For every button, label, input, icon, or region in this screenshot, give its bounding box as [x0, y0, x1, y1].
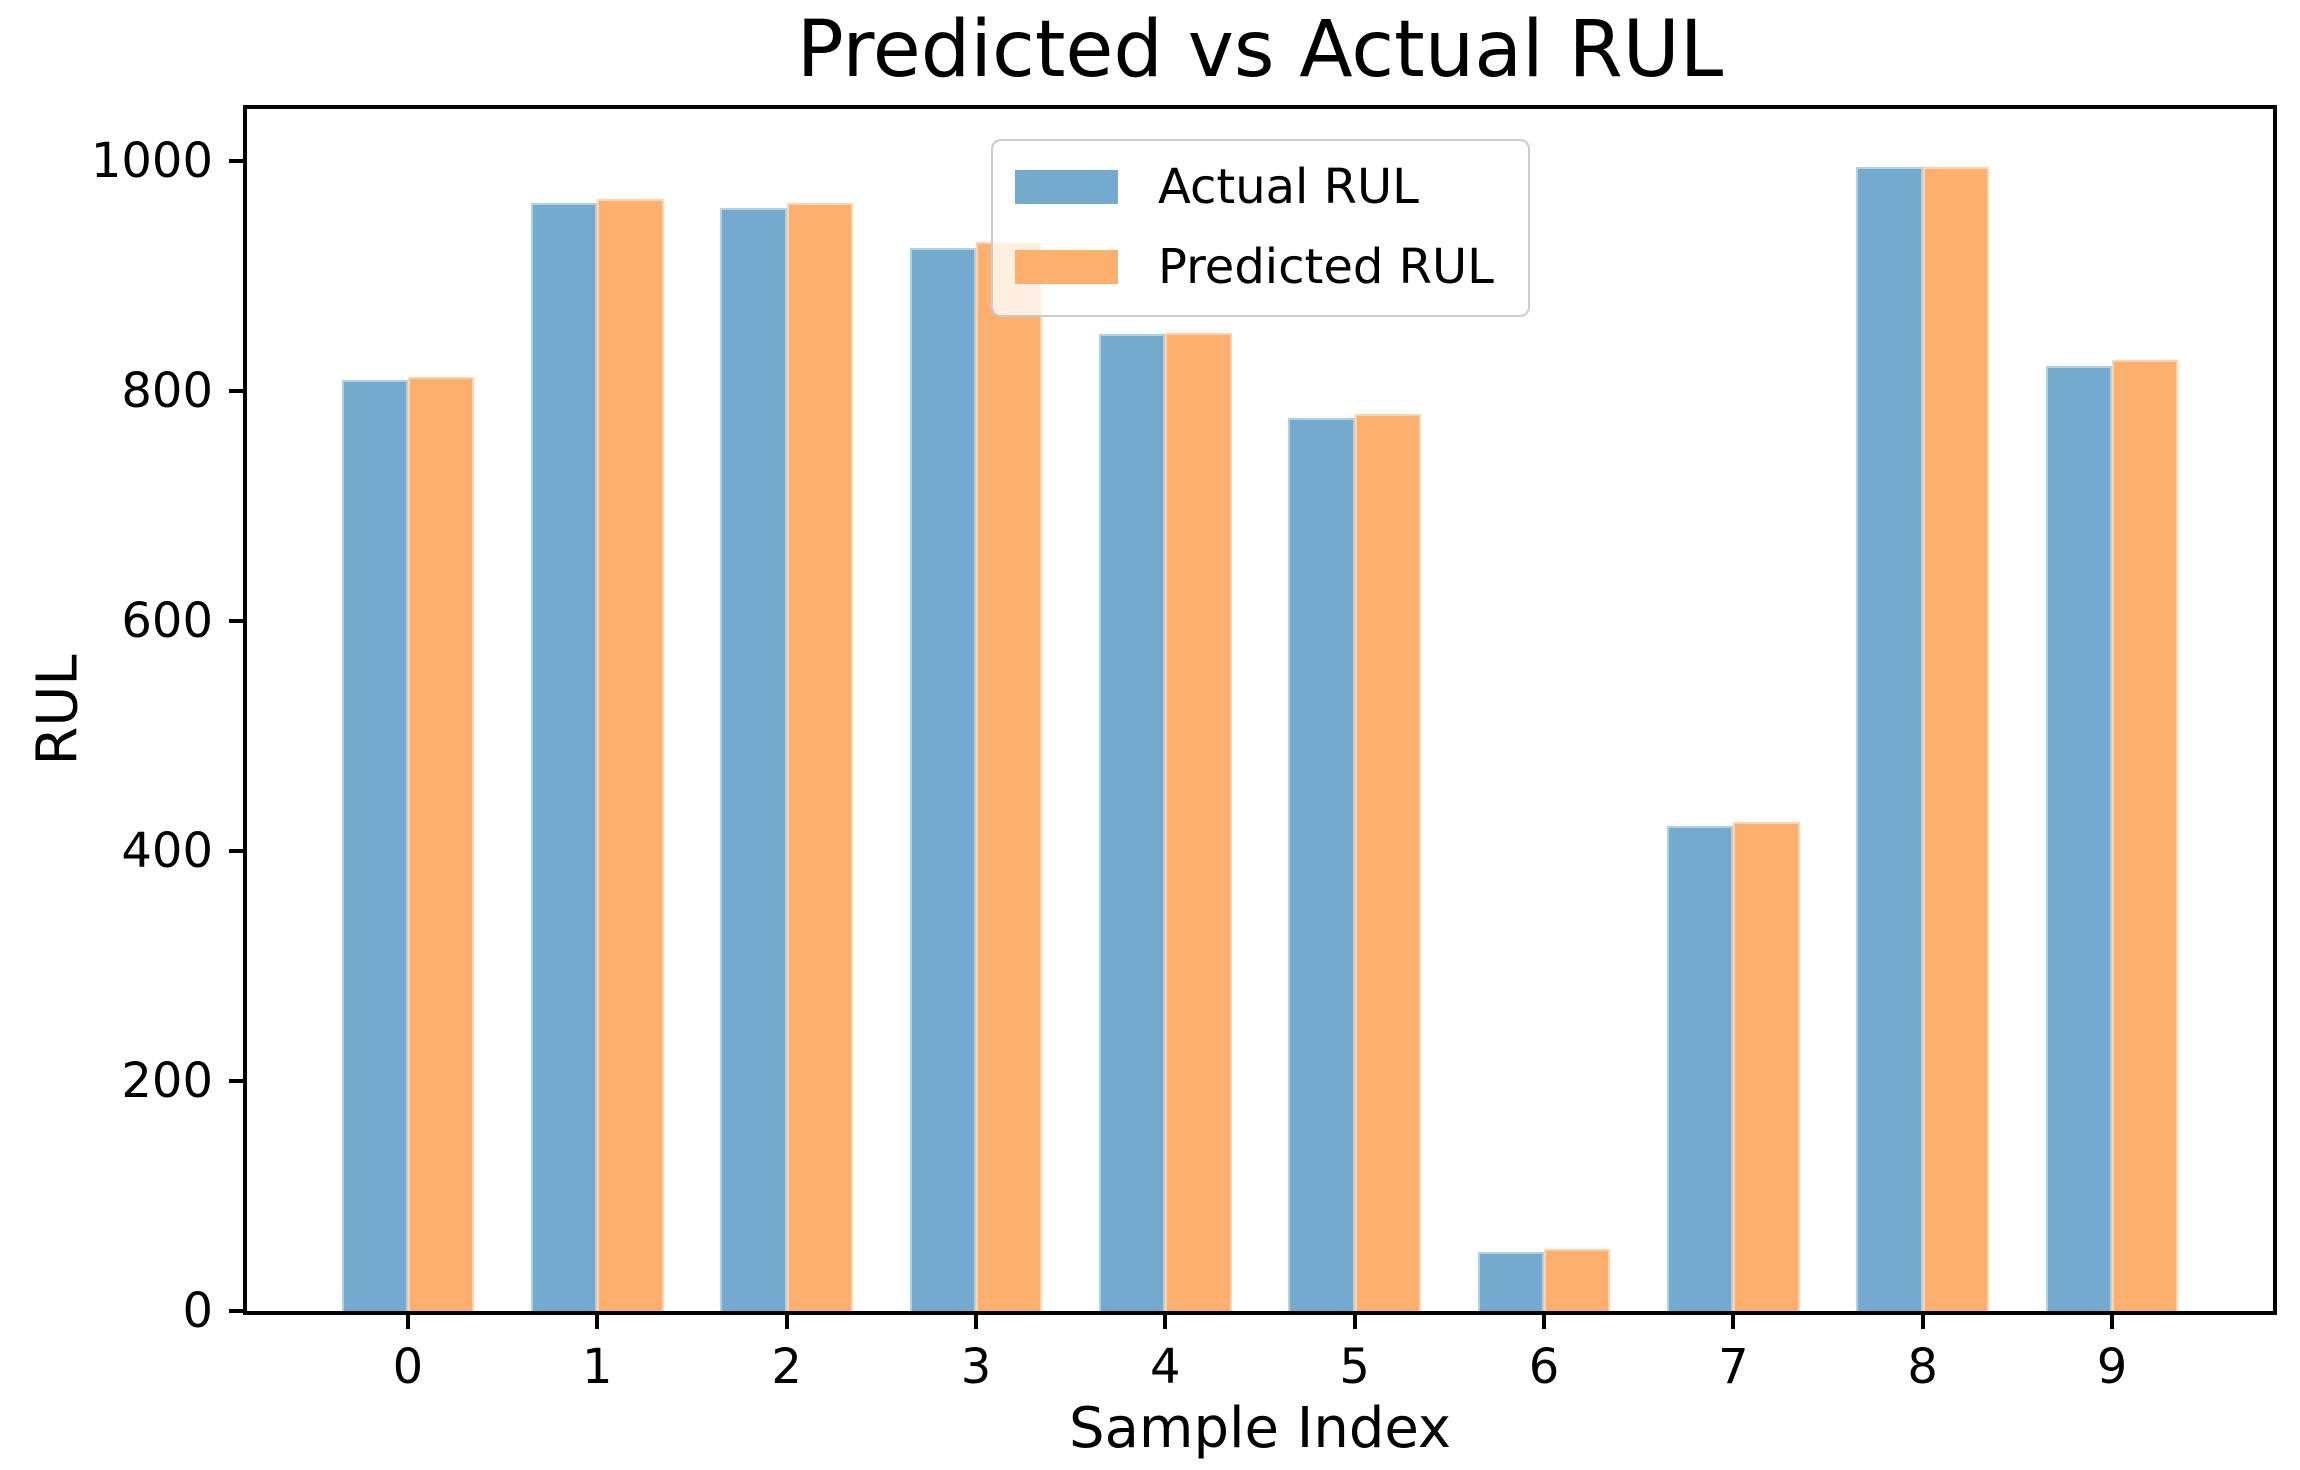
- x-tick-label-5: 5: [1339, 1339, 1370, 1395]
- bar-predicted-6: [1544, 1248, 1611, 1311]
- bar-actual-4: [1099, 334, 1166, 1311]
- bar-predicted-8: [1922, 166, 1989, 1311]
- legend: Actual RUL Predicted RUL: [991, 139, 1530, 317]
- x-axis-label: Sample Index: [1069, 1396, 1451, 1461]
- bar-actual-6: [1477, 1252, 1544, 1311]
- y-tick-mark-200: [229, 1078, 243, 1083]
- x-tick-mark-8: [1920, 1315, 1925, 1329]
- x-tick-mark-6: [1542, 1315, 1547, 1329]
- plot-area: Actual RUL Predicted RUL: [243, 105, 2277, 1315]
- x-tick-label-7: 7: [1718, 1339, 1749, 1395]
- legend-label-predicted: Predicted RUL: [1158, 239, 1494, 295]
- x-tick-label-1: 1: [582, 1339, 613, 1395]
- y-tick-label-1000: 1000: [90, 132, 213, 189]
- x-tick-mark-3: [973, 1315, 978, 1329]
- bar-predicted-9: [2112, 359, 2179, 1311]
- legend-swatch-predicted: [1015, 250, 1118, 284]
- bar-predicted-0: [407, 377, 475, 1311]
- bar-predicted-2: [786, 203, 853, 1311]
- legend-label-actual: Actual RUL: [1158, 159, 1419, 215]
- y-tick-label-0: 0: [182, 1283, 213, 1339]
- x-tick-mark-7: [1731, 1315, 1736, 1329]
- x-tick-label-4: 4: [1150, 1339, 1181, 1395]
- bar-actual-2: [720, 207, 787, 1311]
- x-tick-label-3: 3: [960, 1339, 992, 1395]
- chart-title: Predicted vs Actual RUL: [796, 5, 1724, 95]
- legend-swatch-actual: [1015, 170, 1118, 204]
- bar-actual-5: [1288, 418, 1355, 1311]
- x-tick-label-2: 2: [771, 1339, 802, 1395]
- y-tick-mark-0: [229, 1309, 243, 1313]
- y-axis-label: RUL: [25, 654, 91, 766]
- bar-actual-9: [2045, 365, 2113, 1311]
- y-tick-mark-600: [229, 618, 243, 623]
- bar-actual-1: [531, 203, 598, 1311]
- y-tick-mark-800: [229, 388, 243, 393]
- y-tick-label-400: 400: [121, 822, 213, 879]
- x-tick-mark-1: [595, 1315, 600, 1329]
- bar-actual-8: [1856, 166, 1923, 1311]
- x-tick-mark-9: [2110, 1315, 2115, 1329]
- x-tick-label-8: 8: [1907, 1339, 1938, 1395]
- legend-item-predicted: Predicted RUL: [1015, 239, 1494, 295]
- x-tick-mark-2: [784, 1315, 789, 1329]
- x-tick-mark-4: [1163, 1315, 1168, 1329]
- bar-predicted-1: [597, 198, 664, 1311]
- x-tick-label-0: 0: [392, 1339, 424, 1395]
- y-tick-mark-400: [229, 848, 243, 853]
- legend-item-actual: Actual RUL: [1015, 159, 1494, 215]
- bar-actual-7: [1667, 825, 1734, 1311]
- y-tick-label-600: 600: [121, 592, 213, 649]
- x-tick-label-6: 6: [1528, 1339, 1560, 1395]
- y-tick-mark-1000: [229, 158, 243, 163]
- bar-actual-3: [909, 248, 976, 1311]
- bar-predicted-3: [975, 242, 1043, 1311]
- bar-predicted-5: [1354, 413, 1421, 1311]
- bar-predicted-4: [1165, 333, 1232, 1311]
- bar-actual-0: [341, 380, 408, 1311]
- y-tick-label-800: 800: [121, 362, 213, 419]
- bar-predicted-7: [1733, 822, 1800, 1311]
- x-tick-label-9: 9: [2096, 1339, 2128, 1395]
- x-tick-mark-0: [405, 1315, 410, 1329]
- y-tick-label-200: 200: [121, 1052, 213, 1109]
- x-tick-mark-5: [1352, 1315, 1357, 1329]
